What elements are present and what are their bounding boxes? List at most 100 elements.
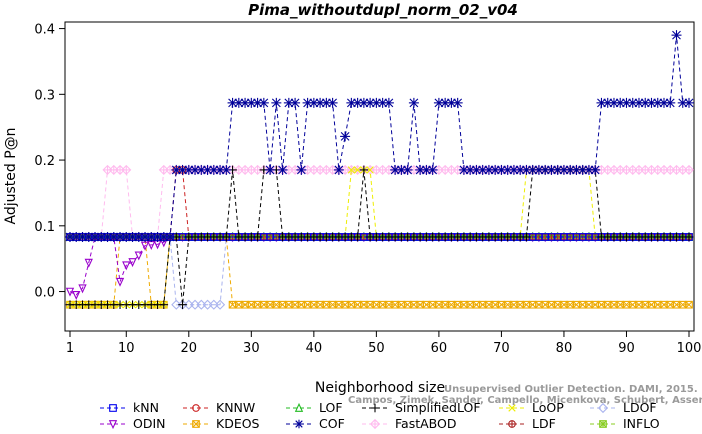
data-point	[653, 300, 662, 309]
data-point	[78, 284, 87, 294]
data-point	[627, 97, 638, 108]
data-point	[427, 164, 438, 175]
x-tick-label: 90	[618, 341, 635, 356]
legend-label: LOF	[319, 400, 343, 415]
data-point	[684, 232, 694, 242]
data-point	[308, 97, 319, 108]
data-point	[416, 300, 424, 309]
data-point	[171, 164, 182, 175]
data-point	[159, 300, 169, 310]
legend-label: kNN	[133, 400, 159, 415]
legend-label: KNNW	[216, 400, 255, 415]
data-point	[591, 300, 600, 309]
data-point	[265, 164, 276, 175]
data-point	[321, 97, 332, 108]
data-point	[121, 164, 132, 176]
legend-item-knn: kNN	[100, 400, 159, 415]
x-tick-label: 60	[431, 341, 448, 356]
data-point	[178, 300, 187, 310]
data-point	[497, 300, 506, 309]
data-point	[327, 97, 338, 108]
legend-item-ldof: LDOF	[590, 400, 657, 415]
data-point	[578, 300, 587, 309]
legend-item-kdeos: KDEOS	[183, 416, 260, 431]
data-point	[535, 300, 543, 309]
data-point	[303, 300, 312, 309]
chart-title: Pima_withoutdupl_norm_02_v04	[248, 1, 518, 19]
data-point	[590, 164, 601, 175]
data-point	[360, 300, 368, 309]
x-tick-label: 10	[118, 341, 135, 356]
data-point	[408, 97, 419, 108]
data-point	[277, 164, 288, 175]
data-point	[359, 165, 369, 175]
legend-item-knnw: KNNW	[183, 400, 255, 415]
legend-label: KDEOS	[216, 416, 260, 431]
data-point	[671, 30, 682, 41]
data-point	[684, 97, 694, 108]
data-point	[222, 232, 231, 242]
data-point	[65, 287, 75, 297]
watermark-line-2: Campos, Zimek, Sander, Campello, Micenko…	[348, 395, 702, 406]
y-axis: 0.0 0.1 0.2 0.3 0.4	[34, 23, 65, 301]
data-point	[521, 164, 532, 175]
y-tick-label: 0.3	[34, 88, 55, 103]
data-point	[214, 299, 226, 310]
series-kdeos	[66, 233, 693, 309]
y-axis-label: Adjusted P@n	[3, 127, 19, 224]
data-point	[302, 97, 313, 108]
data-point	[665, 97, 676, 108]
data-point	[421, 164, 432, 175]
data-point	[533, 164, 544, 175]
legend-item-inflo: INFLO	[590, 416, 660, 431]
data-point	[253, 232, 262, 242]
data-point	[677, 97, 688, 108]
data-point	[127, 231, 138, 242]
series-line	[70, 236, 689, 306]
data-point	[196, 164, 207, 175]
legend-item-cof: COF	[286, 416, 345, 431]
data-point	[415, 164, 426, 175]
data-point	[241, 300, 249, 309]
legend-item-ldf: LDF	[499, 416, 556, 431]
data-point	[347, 166, 356, 174]
data-point	[522, 232, 531, 242]
plot-frame	[64, 21, 695, 332]
data-point	[571, 164, 582, 175]
data-point	[77, 231, 88, 242]
legend-label: LDOF	[623, 400, 657, 415]
series-layer	[64, 30, 695, 310]
legend-label: SimplifiedLOF	[395, 400, 481, 415]
data-point	[158, 231, 169, 242]
x-tick-label: 70	[493, 341, 510, 356]
data-point	[252, 97, 263, 108]
data-point	[133, 231, 144, 242]
series-cof	[65, 30, 694, 242]
legend-label: INFLO	[623, 416, 660, 431]
legend-label: LDF	[532, 416, 556, 431]
x-tick-label: 50	[368, 341, 385, 356]
data-point	[508, 164, 519, 175]
data-point	[247, 300, 256, 309]
legend: kNN KNNW LOF SimplifiedLOF LoOP LDOF ODIN KDEOS…	[100, 400, 660, 431]
series-line	[69, 236, 689, 296]
series-fastabod	[64, 164, 695, 243]
data-point	[128, 258, 137, 268]
data-point	[271, 97, 282, 108]
legend-item-fastabod: FastABOD	[362, 416, 457, 431]
x-tick-label: 30	[243, 341, 260, 356]
data-point	[452, 97, 463, 108]
data-point	[522, 300, 531, 309]
legend-label: LoOP	[532, 400, 564, 415]
series-line	[70, 35, 689, 238]
series-line	[70, 236, 689, 306]
y-tick-label: 0.0	[34, 286, 55, 301]
data-point	[296, 164, 307, 175]
data-point	[115, 277, 125, 287]
data-point	[471, 164, 482, 175]
x-tick-label: 1	[66, 341, 74, 356]
data-point	[403, 300, 412, 309]
y-tick-label: 0.2	[34, 154, 55, 169]
x-tick-label: 20	[181, 341, 198, 356]
